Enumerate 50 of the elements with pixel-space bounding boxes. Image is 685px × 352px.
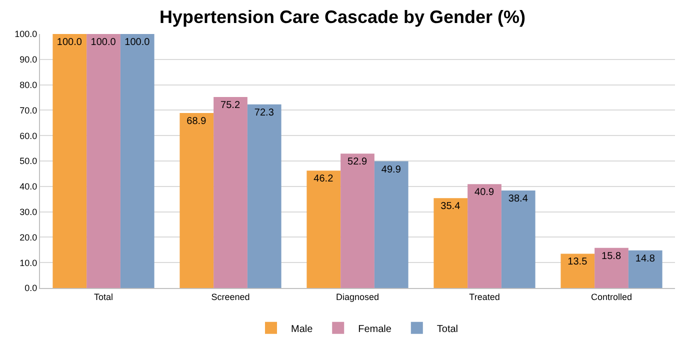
bar: [214, 96, 248, 288]
bar: [340, 154, 374, 288]
bar: [52, 34, 87, 288]
y-tick-label: 60.0: [20, 130, 38, 141]
x-tick-label: Diagnosed: [336, 292, 380, 302]
bar: [468, 184, 502, 288]
data-label: 15.8: [602, 250, 622, 262]
bar: [180, 112, 214, 288]
x-tick-label: Controlled: [590, 292, 632, 302]
data-label: 72.3: [254, 107, 274, 118]
data-label: 100.0: [124, 37, 150, 48]
data-label: 38.4: [508, 193, 528, 204]
y-tick-label: 90.0: [20, 54, 38, 65]
bar: [594, 248, 628, 288]
data-label: 68.9: [186, 116, 207, 127]
bar: [560, 254, 595, 288]
y-tick-label: 100.0: [14, 29, 38, 40]
bar: [434, 198, 468, 288]
y-tick-label: 0.0: [24, 283, 38, 294]
data-label: 49.9: [381, 164, 402, 176]
y-tick-label: 50.0: [20, 156, 38, 166]
y-tick-label: 40.0: [20, 182, 38, 192]
bar: [120, 34, 154, 288]
bar: [247, 104, 282, 288]
chart-title: Hypertension Care Cascade by Gender (%): [159, 7, 526, 28]
data-label: 35.4: [440, 201, 461, 212]
legend-label: Female: [358, 324, 392, 335]
y-tick-label: 10.0: [20, 258, 38, 268]
data-label: 46.2: [314, 174, 334, 185]
data-label: 40.9: [474, 187, 494, 198]
bar: [501, 190, 536, 288]
data-label: 100.0: [56, 37, 82, 48]
bar: [86, 34, 120, 288]
data-label: 75.2: [220, 100, 240, 111]
x-tick-label: Total: [94, 292, 114, 302]
data-label: 14.8: [635, 253, 656, 264]
legend-label: Male: [291, 324, 314, 335]
y-tick-label: 30.0: [20, 206, 38, 217]
bar: [374, 161, 408, 288]
data-label: 52.9: [348, 156, 368, 168]
bar: [306, 170, 341, 288]
data-label: 13.5: [568, 256, 588, 268]
data-label: 100.0: [90, 37, 116, 48]
bar: [628, 250, 662, 288]
y-tick-label: 20.0: [20, 232, 38, 242]
y-tick-label: 70.0: [20, 105, 38, 116]
x-tick-label: Screened: [211, 292, 250, 302]
x-tick-label: Treated: [469, 292, 500, 302]
legend-label: Total: [436, 324, 458, 335]
y-tick-label: 80.0: [20, 80, 38, 90]
